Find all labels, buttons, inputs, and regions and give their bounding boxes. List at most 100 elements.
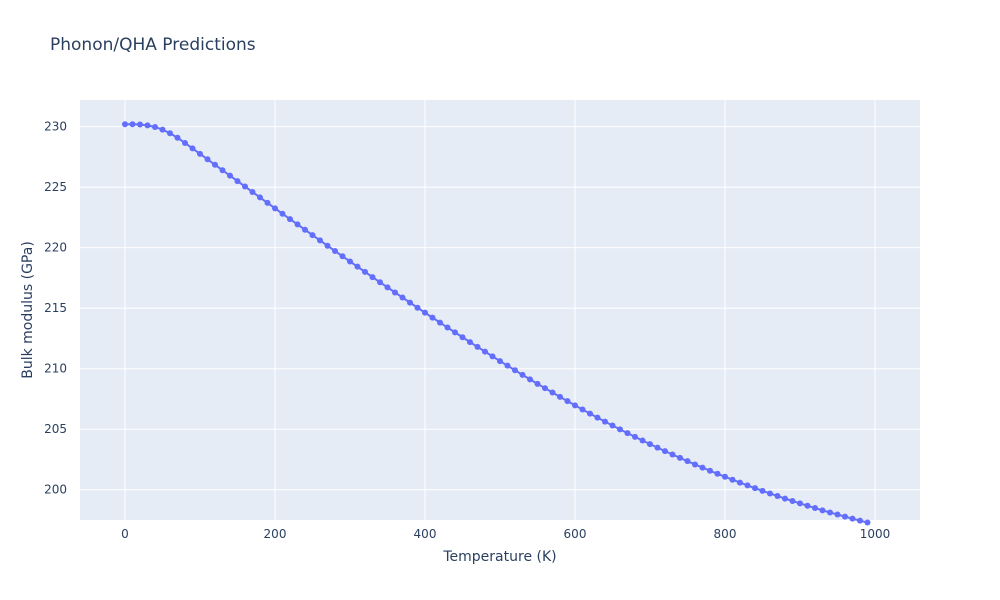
data-point[interactable] [564,398,571,405]
data-point[interactable] [857,517,863,524]
data-point[interactable] [579,406,586,413]
data-point[interactable] [264,199,271,206]
data-point[interactable] [212,161,218,168]
data-point[interactable] [774,493,781,500]
data-point[interactable] [489,353,496,360]
data-point[interactable] [122,121,128,128]
data-point[interactable] [137,121,143,128]
data-point[interactable] [789,497,796,504]
data-point[interactable] [474,343,481,350]
data-point[interactable] [429,314,436,321]
data-point[interactable] [294,221,301,228]
data-point[interactable] [654,444,661,451]
data-point[interactable] [242,183,248,190]
data-point[interactable] [782,495,788,502]
data-point[interactable] [834,511,841,518]
data-point[interactable] [272,205,278,212]
data-point[interactable] [542,385,548,392]
data-point[interactable] [159,126,166,133]
data-point[interactable] [549,389,556,396]
data-point[interactable] [804,502,811,509]
data-point[interactable] [377,279,383,286]
data-point[interactable] [279,210,286,217]
data-point[interactable] [167,130,173,137]
data-point[interactable] [249,188,256,195]
data-point[interactable] [129,121,136,128]
data-point[interactable] [182,139,188,146]
data-point[interactable] [197,150,203,157]
data-point[interactable] [332,248,338,255]
data-point[interactable] [414,304,421,311]
data-point[interactable] [587,410,593,417]
data-point[interactable] [602,418,608,425]
data-point[interactable] [557,393,563,400]
data-point[interactable] [204,156,211,163]
data-point[interactable] [707,467,713,474]
data-point[interactable] [422,309,428,316]
data-point[interactable] [317,237,323,244]
data-point[interactable] [722,473,728,480]
data-point[interactable] [399,294,406,301]
data-point[interactable] [797,500,803,507]
data-point[interactable] [744,482,751,489]
data-point[interactable] [669,451,676,458]
data-point[interactable] [444,324,451,331]
data-point[interactable] [234,178,241,185]
data-point[interactable] [714,470,721,477]
data-point[interactable] [677,454,683,461]
data-point[interactable] [482,348,488,355]
data-point[interactable] [692,461,698,468]
data-point[interactable] [737,479,743,486]
data-point[interactable] [302,226,308,233]
data-point[interactable] [512,367,518,374]
data-point[interactable] [759,487,766,494]
data-point[interactable] [527,376,533,383]
data-point[interactable] [144,122,151,129]
data-point[interactable] [684,458,691,465]
data-point[interactable] [324,242,331,249]
data-point[interactable] [339,253,346,260]
data-point[interactable] [219,167,226,174]
data-point[interactable] [369,274,376,281]
data-point[interactable] [347,258,353,265]
data-point[interactable] [257,194,263,201]
data-point[interactable] [534,380,541,387]
data-point[interactable] [152,123,158,130]
data-point[interactable] [437,319,443,326]
data-point[interactable] [699,464,706,471]
data-point[interactable] [467,339,473,346]
data-point[interactable] [647,441,653,448]
data-point[interactable] [662,448,668,455]
data-point[interactable] [287,216,293,223]
data-point[interactable] [354,263,361,270]
data-point[interactable] [849,515,856,522]
data-point[interactable] [609,422,616,429]
data-point[interactable] [827,509,833,516]
data-point[interactable] [227,172,233,179]
data-point[interactable] [812,505,818,512]
data-point[interactable] [617,426,623,433]
data-point[interactable] [189,145,196,152]
data-point[interactable] [497,358,503,365]
data-point[interactable] [459,334,466,341]
data-point[interactable] [407,299,413,306]
data-point[interactable] [752,485,758,492]
data-point[interactable] [632,433,638,440]
data-point[interactable] [819,507,826,514]
data-point[interactable] [519,371,526,378]
data-point[interactable] [392,289,398,296]
data-point[interactable] [504,362,511,369]
data-point[interactable] [384,284,391,291]
data-point[interactable] [729,476,736,483]
data-point[interactable] [864,519,871,526]
data-point[interactable] [767,490,773,497]
data-point[interactable] [174,134,181,141]
data-point[interactable] [362,268,368,275]
data-point[interactable] [639,437,646,444]
data-point[interactable] [842,513,848,520]
data-point[interactable] [624,430,631,437]
data-point[interactable] [572,402,578,409]
data-point[interactable] [309,232,316,239]
data-point[interactable] [594,414,601,421]
data-point[interactable] [452,329,458,336]
